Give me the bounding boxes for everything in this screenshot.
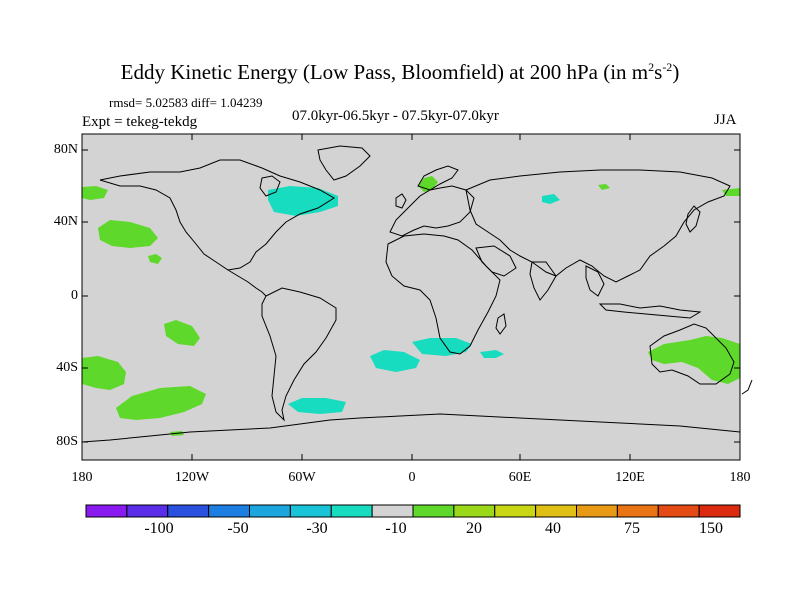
coast-india <box>529 261 557 301</box>
lat-label-80n: 80N <box>53 142 78 157</box>
green-patch-south-pacific-mid <box>164 320 200 346</box>
colorbar-swatch <box>535 504 578 518</box>
coast-arabia <box>475 245 517 277</box>
coast-central-america <box>227 269 267 297</box>
experiment-label: Expt = tekeg-tekdg <box>82 114 198 130</box>
map-frame <box>81 133 741 461</box>
coast-japan <box>685 205 701 233</box>
colorbar-swatch <box>371 504 414 518</box>
cyan-patch-south-africa <box>412 338 472 356</box>
colorbar-swatch <box>208 504 251 518</box>
title-sup-2: -2 <box>662 60 673 74</box>
colorbar-label: 20 <box>466 520 482 537</box>
coast-hudson-bay <box>259 175 281 197</box>
colorbar-swatch <box>330 504 373 518</box>
cyan-patch-indian-ocean <box>480 350 504 358</box>
green-patch-south-pacific-band <box>116 386 206 420</box>
coast-uk <box>395 193 407 209</box>
colorbar-label: -30 <box>306 520 328 537</box>
lon-label-120e: 120E <box>615 470 645 485</box>
coast-southeast-asia <box>585 265 605 297</box>
positive-anomaly-regions <box>82 176 740 436</box>
coast-antarctica <box>81 413 741 443</box>
colorbar-swatch <box>494 504 537 518</box>
colorbar-label: -10 <box>385 520 407 537</box>
coast-madagascar <box>495 313 507 335</box>
green-patch-small-pacific <box>148 254 162 264</box>
colorbar-swatch <box>616 504 659 518</box>
green-patch-south-pacific-west <box>82 356 126 390</box>
colorbar-label: -100 <box>144 520 174 537</box>
colorbar-swatch <box>167 504 210 518</box>
colorbar-swatch <box>657 504 700 518</box>
lon-label-180-west: 180 <box>71 470 93 485</box>
title-suffix: ) <box>672 60 680 84</box>
colorbar-label: 40 <box>545 520 561 537</box>
coast-greenland <box>317 145 371 181</box>
colorbar-swatch <box>453 504 496 518</box>
title-mid: s <box>654 60 663 84</box>
colorbar-swatch <box>698 504 741 518</box>
period-subtitle: 07.0kyr-06.5kyr - 07.5kyr-07.0kyr <box>292 108 499 124</box>
coast-new-zealand <box>741 379 753 395</box>
cyan-patch-siberia <box>542 194 560 204</box>
coast-south-america <box>261 287 337 422</box>
colorbar-swatch <box>576 504 618 518</box>
colorbar-swatch <box>85 504 128 518</box>
colorbar-swatch <box>412 504 455 518</box>
lon-label-60w: 60W <box>288 470 316 485</box>
green-patch-north-pacific-west <box>82 186 108 200</box>
colorbar-label: 75 <box>624 520 640 537</box>
lat-label-80s: 80S <box>56 434 78 449</box>
cyan-patch-south-atlantic <box>370 350 420 372</box>
coast-north-america <box>99 159 335 271</box>
colorbar-label: 150 <box>699 520 723 537</box>
lon-label-120w: 120W <box>174 470 210 485</box>
coast-asia <box>465 169 731 283</box>
coastlines <box>81 145 753 443</box>
plot-title: Eddy Kinetic Energy (Low Pass, Bloomfiel… <box>0 60 800 85</box>
green-patch-siberia-east <box>598 184 610 190</box>
title-prefix: Eddy Kinetic Energy (Low Pass, Bloomfiel… <box>120 60 649 84</box>
lat-label-0: 0 <box>71 288 78 303</box>
green-patch-pacific-ne <box>722 188 740 196</box>
cyan-patch-drake-passage <box>288 398 346 414</box>
green-patch-australia <box>648 336 740 384</box>
colorbar-swatch <box>249 504 291 518</box>
coast-indonesia <box>598 303 702 319</box>
cyan-patch-north-atlantic <box>268 186 338 216</box>
season-label: JJA <box>714 112 737 128</box>
green-patch-north-pacific-mid <box>98 220 158 248</box>
lon-label-60e: 60E <box>508 470 532 485</box>
map-ticks <box>81 134 741 460</box>
lon-label-0: 0 <box>408 470 416 485</box>
lat-label-40s: 40S <box>56 360 78 375</box>
coast-scandinavia <box>417 165 459 191</box>
coast-australia <box>649 323 735 385</box>
coast-africa <box>385 233 501 355</box>
negative-anomaly-regions <box>268 186 560 414</box>
stats-line: rmsd= 5.02583 diff= 1.04239 <box>109 95 263 110</box>
title-sup-1: 2 <box>648 60 655 74</box>
coast-europe <box>389 185 475 237</box>
lon-label-180-east: 180 <box>729 470 751 485</box>
lat-label-40n: 40N <box>53 214 78 229</box>
colorbar-swatch <box>289 504 332 518</box>
colorbar-label: -50 <box>227 520 249 537</box>
colorbar <box>85 504 741 518</box>
colorbar-swatch <box>126 504 169 518</box>
